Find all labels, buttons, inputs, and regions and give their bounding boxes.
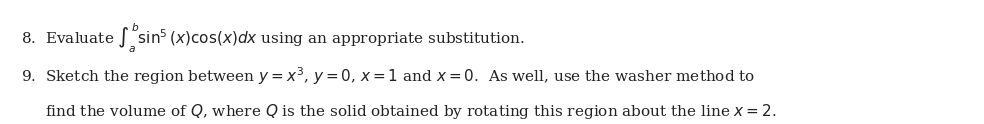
Text: 8.  Evaluate $\int_a^b \sin^5(x)\cos(x)dx$ using an appropriate substitution.: 8. Evaluate $\int_a^b \sin^5(x)\cos(x)dx… [21, 21, 525, 55]
Text: find the volume of $Q$, where $Q$ is the solid obtained by rotating this region : find the volume of $Q$, where $Q$ is the… [45, 102, 777, 122]
Text: 9.  Sketch the region between $y = x^3$, $y = 0$, $x = 1$ and $x = 0$.  As well,: 9. Sketch the region between $y = x^3$, … [21, 65, 755, 87]
